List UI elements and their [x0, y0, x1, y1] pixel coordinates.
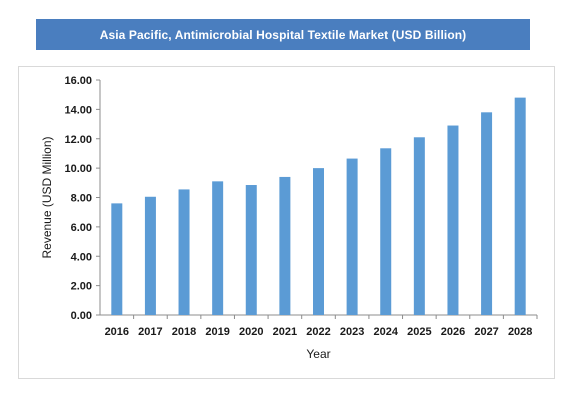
- x-tick-label: 2028: [508, 326, 532, 338]
- y-axis-title: Revenue (USD Million): [40, 136, 54, 258]
- x-tick-label: 2023: [340, 326, 364, 338]
- y-tick-label: 0.00: [71, 310, 92, 322]
- x-tick-label: 2017: [138, 326, 162, 338]
- bar: [144, 196, 156, 315]
- bar: [380, 148, 392, 315]
- bar: [178, 189, 190, 315]
- x-tick-label: 2022: [306, 326, 330, 338]
- bar: [481, 112, 493, 315]
- x-axis: 2016 2017 2018 2019 2020 2021 2022 2023 2024 2025…: [100, 314, 538, 338]
- x-tick-label: 2018: [172, 326, 196, 338]
- x-tick-label: 2020: [239, 326, 263, 338]
- y-tick-label: 12.00: [64, 134, 92, 146]
- bar: [279, 176, 291, 315]
- bar: [514, 97, 526, 315]
- x-tick-label: 2025: [407, 326, 431, 338]
- y-axis: 0.00 2.00 4.00 6.00 8.00 10.00 12.00 14.00 16.00: [64, 75, 101, 322]
- x-tick-label: 2019: [205, 326, 229, 338]
- y-tick-label: 16.00: [64, 75, 92, 87]
- bars: [111, 97, 526, 315]
- y-tick-label: 4.00: [71, 251, 92, 263]
- y-tick-label: 10.00: [64, 163, 92, 175]
- y-tick-label: 6.00: [71, 222, 92, 234]
- x-tick-label: 2026: [441, 326, 465, 338]
- bar: [346, 158, 358, 315]
- chart-title: Asia Pacific, Antimicrobial Hospital Tex…: [36, 19, 530, 50]
- x-tick-label: 2027: [474, 326, 498, 338]
- x-tick-label: 2016: [105, 326, 129, 338]
- x-tick-label: 2021: [273, 326, 297, 338]
- bar: [413, 137, 425, 315]
- y-tick-label: 8.00: [71, 193, 92, 205]
- plot-frame: [18, 66, 555, 379]
- bar: [447, 125, 459, 315]
- y-tick-label: 14.00: [64, 104, 92, 116]
- bar: [245, 185, 257, 315]
- bar: [313, 168, 324, 315]
- bar: [212, 181, 224, 315]
- x-axis-title: Year: [306, 347, 330, 361]
- bar: [111, 203, 123, 315]
- y-tick-label: 2.00: [71, 281, 92, 293]
- x-tick-label: 2024: [373, 326, 398, 338]
